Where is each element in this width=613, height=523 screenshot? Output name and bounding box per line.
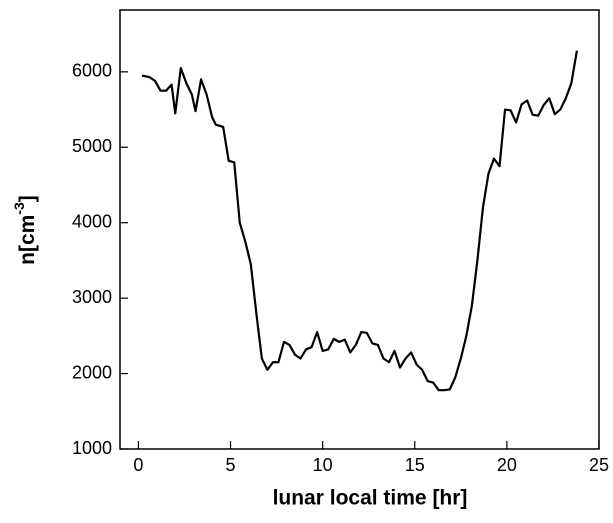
y-axis-label: n[cm-3] — [11, 195, 39, 265]
x-tick-label: 10 — [313, 455, 333, 475]
x-tick-label: 0 — [133, 455, 143, 475]
y-tick-label: 3000 — [72, 287, 112, 307]
x-tick-label: 15 — [405, 455, 425, 475]
plot-frame — [119, 9, 600, 450]
x-tick-label: 5 — [226, 455, 236, 475]
y-tick-label: 5000 — [72, 136, 112, 156]
x-axis-label: lunar local time [hr] — [273, 487, 468, 510]
x-tick-label: 20 — [497, 455, 517, 475]
y-label-text: n[cm — [16, 215, 39, 265]
y-label-suffix: ] — [16, 195, 39, 202]
y-label-sup: -3 — [11, 202, 27, 215]
y-tick-label: 1000 — [72, 438, 112, 458]
y-tick-label: 4000 — [72, 211, 112, 231]
y-tick-label: 2000 — [72, 362, 112, 382]
y-tick-label: 6000 — [72, 61, 112, 81]
x-tick-label: 25 — [589, 455, 609, 475]
data-line — [141, 50, 578, 392]
